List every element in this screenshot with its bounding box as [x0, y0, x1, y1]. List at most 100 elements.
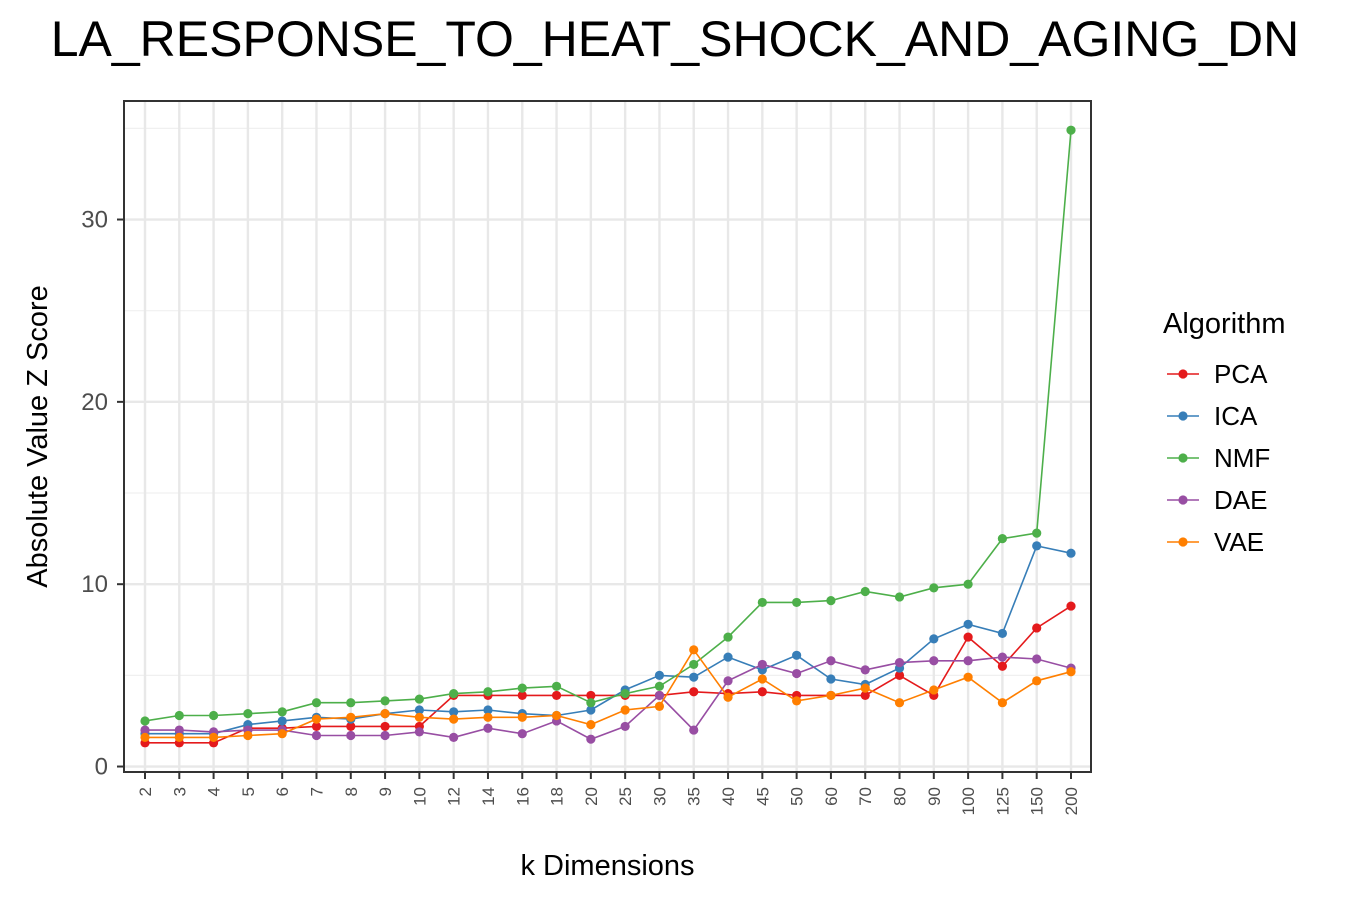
legend: Algorithm PCA ICA NMF DAE VAE — [1163, 308, 1286, 557]
legend-item-vae: VAE — [1167, 527, 1264, 557]
data-point-nmf — [517, 683, 527, 693]
data-point-dae — [963, 656, 973, 666]
legend-key-point — [1178, 453, 1188, 463]
data-point-vae — [620, 705, 630, 715]
data-point-vae — [586, 719, 596, 730]
data-point-vae — [277, 729, 287, 739]
series-pca — [140, 601, 1076, 748]
series-line-nmf — [144, 130, 1072, 722]
data-point-vae — [792, 696, 802, 706]
data-point-vae — [517, 712, 527, 722]
data-point-pca — [517, 690, 527, 701]
data-point-ica — [277, 716, 287, 726]
chart-title-text: LA_RESPONSE_TO_HEAT_SHOCK_AND_AGING_DN — [50, 11, 1300, 67]
data-point-vae — [654, 701, 665, 711]
data-point-pca — [894, 670, 905, 680]
x-tick-label: 5 — [239, 787, 258, 796]
data-point-vae — [929, 685, 939, 695]
x-tick-label: 25 — [616, 787, 635, 806]
series-line-dae — [145, 656, 1072, 741]
x-tick-label: 100 — [959, 787, 978, 815]
data-point-vae — [689, 645, 699, 655]
data-point-nmf — [311, 698, 322, 708]
series-line-ica — [145, 544, 1072, 735]
y-tick-label: 0 — [95, 754, 108, 781]
data-point-vae — [414, 712, 424, 722]
data-point-pca — [380, 721, 390, 732]
x-tick-label: 6 — [273, 787, 292, 796]
grid-layer — [124, 101, 1091, 772]
data-point-nmf — [723, 632, 733, 642]
data-point-nmf — [449, 688, 459, 699]
data-point-ica — [792, 650, 802, 660]
data-point-nmf — [654, 681, 665, 691]
legend-label: PCA — [1214, 359, 1268, 389]
data-point-nmf — [1032, 528, 1042, 538]
data-point-vae — [1032, 676, 1042, 686]
x-tick-label: 4 — [205, 787, 224, 796]
x-tick-label: 18 — [548, 787, 567, 806]
x-tick-label: 20 — [582, 787, 601, 806]
data-point-nmf — [894, 592, 905, 602]
series-line-vae — [145, 648, 1072, 739]
series-layer — [140, 125, 1076, 748]
data-point-vae — [449, 714, 459, 724]
data-point-pca — [311, 721, 322, 732]
y-tick-label: 20 — [81, 389, 108, 416]
legend-key-point — [1178, 369, 1188, 379]
data-point-nmf — [963, 579, 973, 589]
data-point-pca — [689, 687, 699, 697]
x-tick-label: 60 — [822, 787, 841, 806]
data-point-vae — [757, 674, 767, 684]
data-point-vae — [380, 709, 390, 719]
data-point-ica — [929, 634, 939, 644]
data-point-vae — [1066, 667, 1076, 677]
data-point-vae — [826, 690, 836, 701]
data-point-dae — [860, 665, 870, 675]
data-point-ica — [1032, 541, 1042, 551]
data-point-ica — [689, 672, 699, 682]
plot-panel-border — [123, 100, 1092, 773]
series-ica — [140, 541, 1076, 739]
x-tick-label: 30 — [650, 787, 669, 806]
data-point-vae — [311, 714, 322, 724]
legend-label: ICA — [1214, 401, 1258, 431]
data-point-vae — [551, 710, 562, 721]
data-point-ica — [826, 674, 836, 684]
data-point-nmf — [1066, 125, 1076, 135]
data-point-nmf — [380, 696, 390, 706]
data-point-dae — [1032, 654, 1042, 664]
data-point-pca — [997, 661, 1008, 671]
x-tick-label: 12 — [445, 787, 464, 806]
data-point-vae — [208, 732, 219, 742]
x-tick-label: 125 — [993, 787, 1012, 815]
data-point-nmf — [586, 698, 596, 708]
data-point-dae — [586, 734, 596, 744]
x-tick-label: 7 — [307, 787, 326, 796]
legend-item-nmf: NMF — [1167, 443, 1270, 473]
data-point-dae — [929, 656, 939, 666]
x-tick-label: 8 — [342, 787, 361, 796]
data-point-nmf — [551, 681, 562, 691]
data-point-dae — [483, 723, 493, 733]
data-point-dae — [654, 690, 665, 701]
x-tick-label: 2 — [136, 787, 155, 796]
legend-key-point — [1178, 411, 1188, 421]
data-point-dae — [517, 729, 527, 739]
data-point-nmf — [414, 694, 424, 704]
data-point-pca — [1032, 623, 1042, 633]
data-point-pca — [551, 690, 562, 701]
x-tick-label: 10 — [410, 787, 429, 806]
data-point-vae — [997, 698, 1008, 708]
x-tick-label: 45 — [753, 787, 772, 806]
x-axis-title: k Dimensions — [520, 850, 694, 882]
data-point-nmf — [208, 710, 219, 721]
data-point-nmf — [757, 597, 767, 608]
data-point-dae — [757, 659, 767, 670]
data-point-nmf — [689, 659, 699, 670]
data-point-vae — [346, 712, 356, 722]
x-tick-label: 80 — [891, 787, 910, 806]
data-point-ica — [414, 705, 424, 715]
